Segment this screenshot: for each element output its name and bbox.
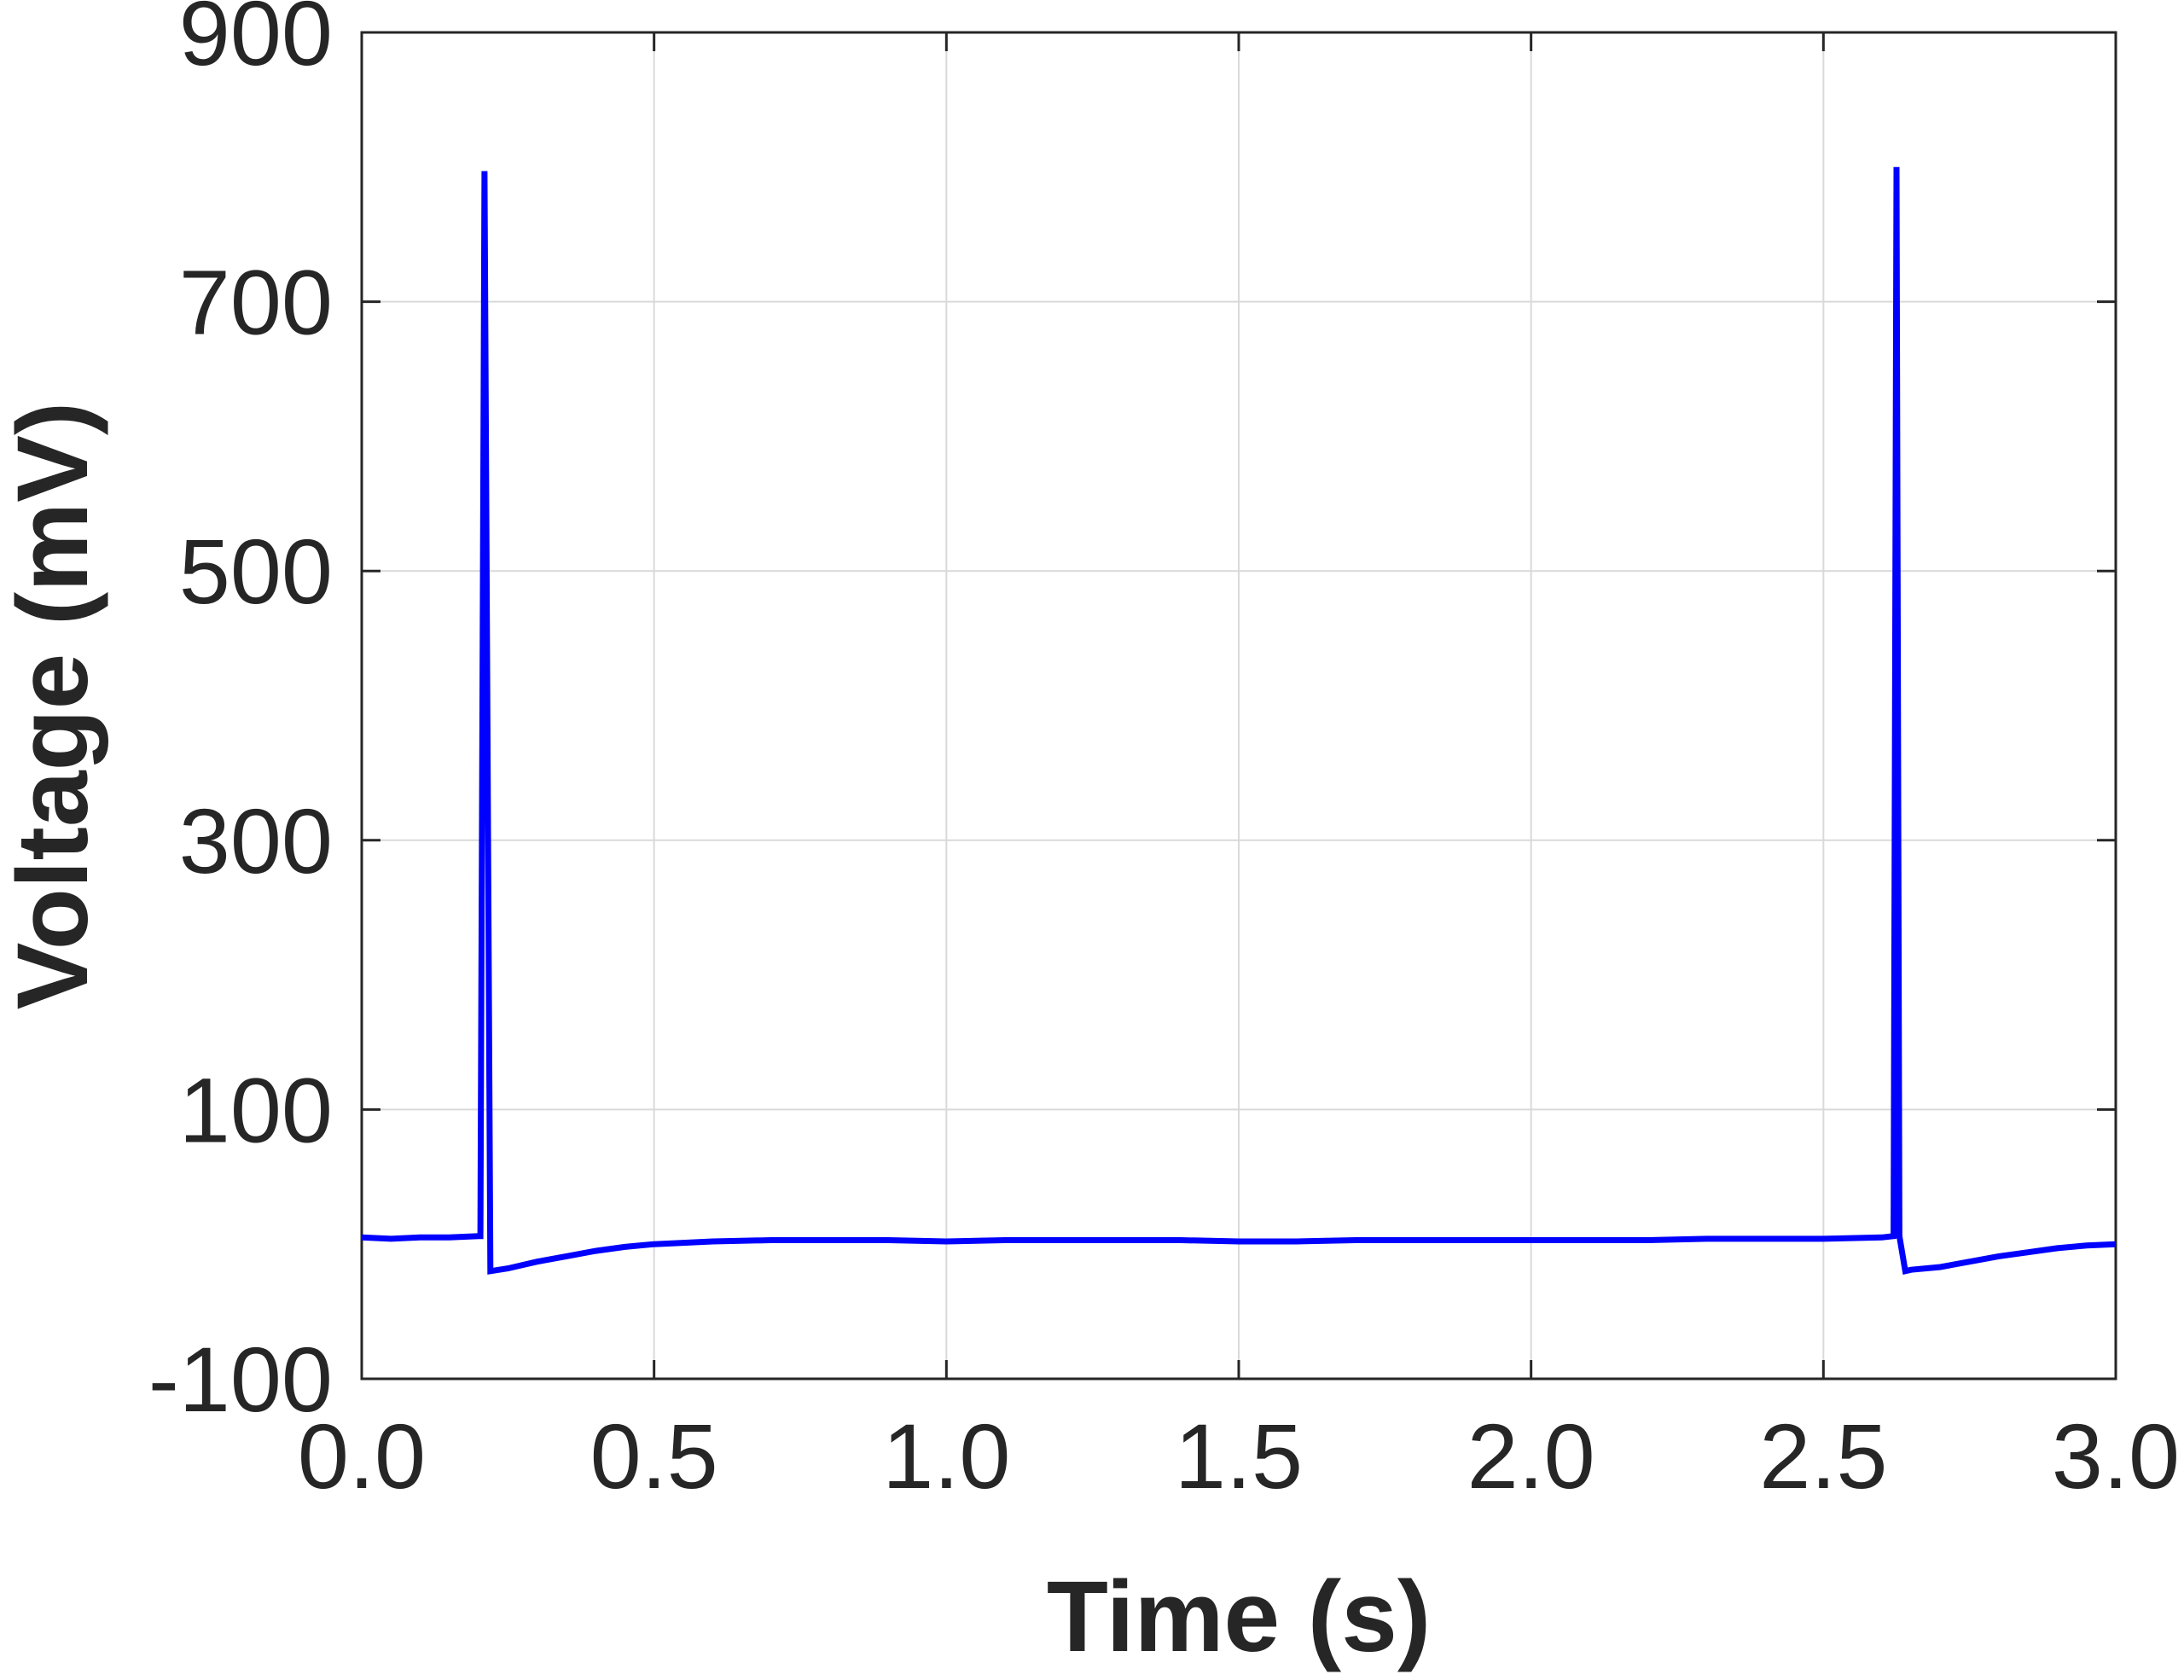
x-tick-label: 2.0 <box>1467 1404 1595 1508</box>
x-tick-label: 0.0 <box>298 1404 426 1508</box>
y-tick-label: 900 <box>179 0 333 84</box>
grid-lines <box>362 32 2116 1379</box>
x-tick-label: 2.5 <box>1759 1404 1887 1508</box>
x-tick-label: 0.5 <box>590 1404 718 1508</box>
y-axis-title: Voltage (mV) <box>0 402 109 1009</box>
y-tick-label: 500 <box>179 520 333 623</box>
x-tick-label: 1.0 <box>882 1404 1010 1508</box>
y-tick-label: 700 <box>179 251 333 354</box>
y-tick-labels: -100 100 300 500 700 900 <box>148 0 333 1431</box>
plot-area <box>360 31 2117 1381</box>
voltage-series-line <box>361 166 2117 1276</box>
x-axis-title: Time (s) <box>1047 1561 1431 1673</box>
y-tick-label: -100 <box>148 1328 333 1431</box>
x-tick-label: 1.5 <box>1175 1404 1303 1508</box>
y-tick-label: 100 <box>179 1058 333 1161</box>
y-tick-label: 300 <box>179 789 333 892</box>
x-tick-label: 3.0 <box>2052 1404 2180 1508</box>
x-tick-labels: 0.0 0.5 1.0 1.5 2.0 2.5 3.0 <box>298 1404 2180 1508</box>
